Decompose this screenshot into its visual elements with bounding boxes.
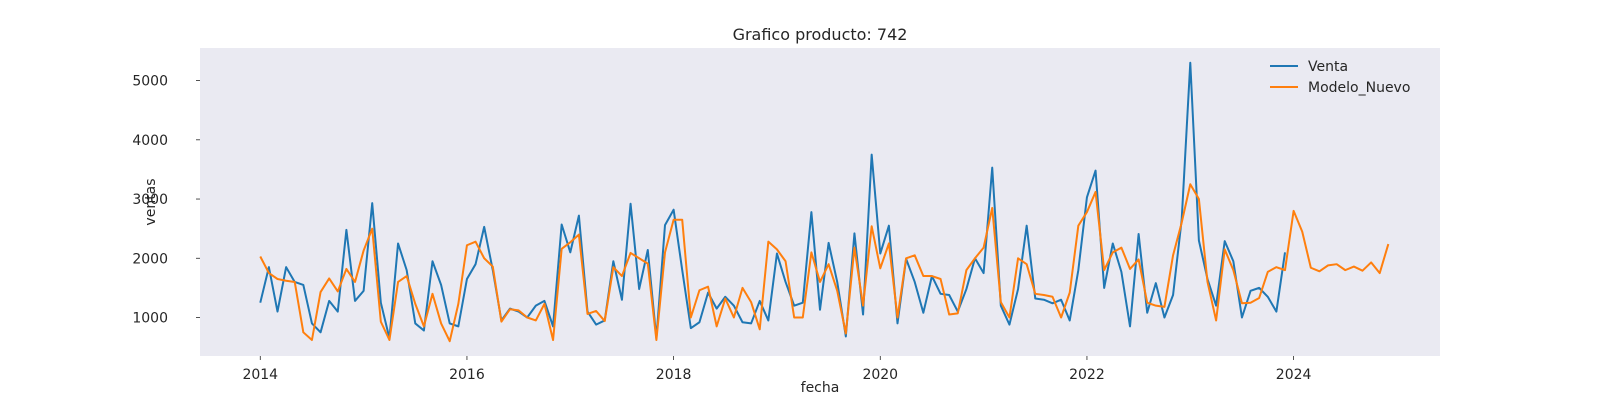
y-axis: 1000 2000 3000 4000 5000	[132, 74, 200, 327]
x-tick-label: 2022	[1069, 367, 1105, 383]
series-modelo-nuevo	[259, 183, 1390, 343]
x-axis: 2014 2016 2018 2020 2022 2024	[242, 356, 1312, 383]
series-venta	[259, 61, 1286, 340]
series-line	[259, 61, 1286, 340]
y-tick-label: 3000	[132, 192, 168, 208]
y-tick-label: 2000	[132, 251, 168, 267]
y-tick-label: 5000	[132, 74, 168, 90]
chart-title: Grafico producto: 742	[733, 25, 908, 44]
x-tick-label: 2014	[242, 367, 278, 383]
legend-label: Venta	[1308, 59, 1348, 75]
x-tick-label: 2020	[862, 367, 898, 383]
series-layer	[259, 61, 1390, 343]
y-tick-label: 1000	[132, 311, 168, 327]
x-axis-label: fecha	[801, 380, 840, 396]
legend-label: Modelo_Nuevo	[1308, 80, 1410, 96]
y-tick-label: 4000	[132, 133, 168, 149]
x-tick-label: 2024	[1276, 367, 1312, 383]
y-axis-label: ventas	[143, 178, 159, 225]
x-tick-label: 2016	[449, 367, 485, 383]
legend: Venta Modelo_Nuevo	[1270, 59, 1410, 96]
series-line	[259, 183, 1390, 343]
x-tick-label: 2018	[656, 367, 692, 383]
